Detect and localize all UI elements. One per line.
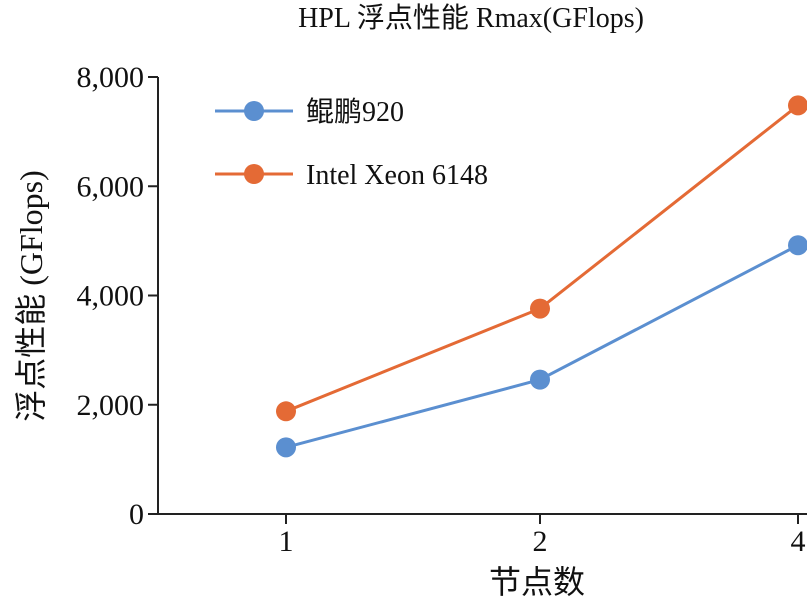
series-layer: [276, 95, 807, 458]
legend: 鲲鹏920 Intel Xeon 6148: [215, 96, 488, 191]
series-line: [285, 243, 799, 449]
series-line: [285, 104, 799, 413]
y-tick-label: 6,000: [77, 170, 145, 203]
legend-label: Intel Xeon 6148: [306, 160, 488, 191]
x-tick-label: 2: [533, 525, 548, 558]
series-group: [276, 235, 807, 458]
x-tick-label: 1: [279, 525, 294, 558]
y-tick-label: 4,000: [77, 280, 145, 313]
x-axis-label: 节点数: [489, 564, 585, 600]
data-point: [530, 369, 550, 390]
data-point: [276, 437, 296, 458]
axes: 0 2,000 4,000 6,000 8,000 1 2 4: [77, 61, 807, 558]
legend-label: 鲲鹏920: [306, 96, 404, 128]
legend-marker: [244, 164, 264, 184]
x-tick-label: 4: [791, 525, 806, 558]
data-point: [788, 95, 807, 116]
data-point: [276, 401, 296, 422]
data-point: [788, 235, 807, 256]
legend-marker: [244, 101, 264, 121]
chart-title: HPL 浮点性能 Rmax(GFlops): [298, 2, 644, 34]
y-tick-label: 0: [129, 498, 144, 531]
data-point: [530, 298, 550, 319]
y-tick-label: 8,000: [77, 61, 145, 94]
y-tick-label: 2,000: [77, 389, 145, 422]
series-group: [276, 95, 807, 422]
y-axis-label: 浮点性能 (GFlops): [13, 170, 49, 422]
